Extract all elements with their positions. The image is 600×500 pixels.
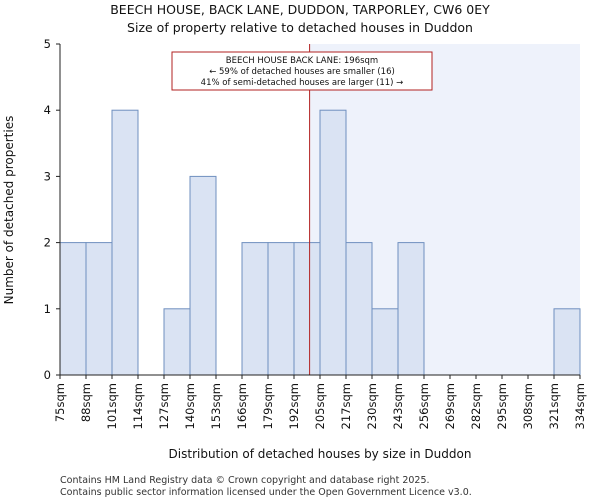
annotation-line3: 41% of semi-detached houses are larger (… [201,78,404,88]
histogram-bar [267,242,295,376]
x-tick-label: 308sqm [521,383,535,429]
histogram-bar [345,242,373,376]
x-tick-label: 101sqm [105,383,119,429]
y-tick-label: 1 [44,302,51,316]
histogram-bar [371,308,399,376]
x-tick-label: 230sqm [365,383,379,429]
histogram-bar [293,242,321,376]
x-tick-label: 88sqm [79,383,93,422]
x-tick-label: 321sqm [547,383,561,429]
annotation-box [171,51,433,91]
annotation-line2: ← 59% of detached houses are smaller (16… [209,67,395,77]
y-tick-label: 0 [44,368,51,382]
chart-title-line1: BEECH HOUSE, BACK LANE, DUDDON, TARPORLE… [110,2,490,17]
y-tick-label: 5 [44,37,51,51]
annotation-line1: BEECH HOUSE BACK LANE: 196sqm [226,56,378,66]
histogram-bar [241,242,269,376]
x-tick-label: 153sqm [209,383,223,429]
plot-area: 0 1 2 3 4 5 75sqm 88sqm 101sqm 114sqm 127sqm 140sqm… [44,37,587,429]
histogram-bar [397,242,425,376]
footer-line2: Contains public sector information licen… [60,487,472,498]
y-axis-label: Number of detached properties [2,116,16,305]
x-tick-label: 140sqm [183,383,197,429]
histogram-bar [189,175,217,376]
x-tick-label: 269sqm [443,383,457,429]
x-tick-label: 217sqm [339,383,353,429]
x-tick-label: 114sqm [131,383,145,429]
x-tick-label: 179sqm [261,383,275,429]
x-tick-label: 127sqm [157,383,171,429]
y-tick-label: 3 [44,169,51,183]
x-tick-label: 295sqm [495,383,509,429]
y-tick-label: 2 [44,236,51,250]
x-tick-label: 256sqm [417,383,431,429]
histogram-bar [163,308,191,376]
x-tick-label: 334sqm [573,383,587,429]
x-tick-label: 166sqm [235,383,249,429]
chart-title-line2: Size of property relative to detached ho… [127,20,473,35]
histogram-bar [85,242,113,376]
x-tick-label: 192sqm [287,383,301,429]
histogram-bar [319,109,347,376]
footer-line1: Contains HM Land Registry data © Crown c… [60,475,430,486]
x-tick-label: 205sqm [313,383,327,429]
x-tick-label: 75sqm [53,383,67,422]
x-tick-label: 282sqm [469,383,483,429]
x-axis-label: Distribution of detached houses by size … [169,447,472,461]
histogram-bar [111,109,139,376]
y-tick-label: 4 [44,103,51,117]
histogram-bar [553,308,581,376]
x-tick-label: 243sqm [391,383,405,429]
histogram-bar [59,242,87,376]
